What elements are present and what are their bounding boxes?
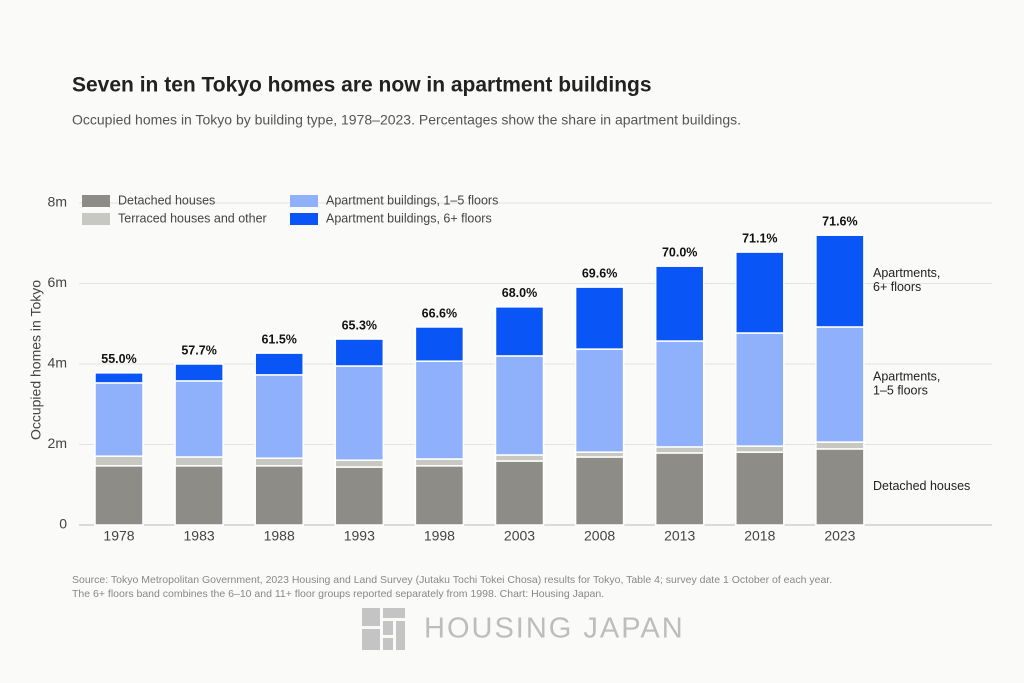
bar-segment: [494, 454, 545, 462]
share-label: 69.6%: [582, 266, 617, 280]
bar-segment: [174, 380, 224, 458]
brand-logo: [362, 608, 405, 650]
y-tick-label: 0: [59, 516, 67, 532]
series-end-label: Apartments, 6+ floors: [873, 266, 940, 294]
end-label-line: Apartments,: [873, 370, 940, 384]
bar-segment: [334, 365, 385, 461]
series-end-label: Detached houses: [873, 479, 970, 493]
bar-segment: [254, 457, 304, 467]
bar-segment: [414, 458, 465, 467]
y-tick-label: 8m: [48, 194, 67, 210]
bar-segment: [414, 326, 465, 362]
source-note: Source: Tokyo Metropolitan Government, 2…: [72, 574, 832, 586]
x-tick-label: 2018: [744, 528, 775, 544]
bar-segment: [94, 382, 144, 457]
bar-segment: [174, 465, 224, 526]
x-tick-label: 1983: [184, 528, 215, 544]
legend-label: Apartment buildings, 6+ floors: [326, 211, 492, 225]
bar-segment: [735, 445, 785, 453]
source-note: The 6+ floors band combines the 6–10 and…: [72, 588, 604, 600]
bar-segment: [334, 338, 385, 367]
bar-segment: [94, 465, 144, 526]
share-label: 66.6%: [422, 306, 457, 320]
bar-segment: [735, 332, 785, 447]
legend-swatch: [290, 195, 318, 207]
chart-title: Seven in ten Tokyo homes are now in apar…: [72, 74, 652, 97]
y-axis-title: Occupied homes in Tokyo: [28, 280, 44, 440]
bar-segment: [735, 251, 785, 334]
bar-segment: [494, 306, 545, 357]
series-end-label: Apartments, 1–5 floors: [873, 370, 940, 398]
x-tick-label: 2013: [664, 528, 695, 544]
bar-segment: [414, 465, 465, 526]
x-tick-label: 2008: [584, 528, 615, 544]
x-tick-label: 1978: [103, 528, 134, 544]
legend-label: Apartment buildings, 1–5 floors: [326, 193, 498, 207]
y-tick-label: 4m: [48, 355, 67, 371]
bar-segment: [815, 448, 865, 526]
legend-swatch: [82, 213, 110, 225]
bar-segment: [574, 456, 625, 526]
bar-segment: [334, 459, 385, 468]
bar-segment: [414, 360, 465, 460]
share-label: 71.1%: [742, 231, 777, 245]
bar-segment: [254, 465, 304, 526]
legend-label: Terraced houses and other: [118, 211, 267, 225]
bar-segment: [174, 456, 224, 467]
share-label: 68.0%: [502, 286, 537, 300]
bar-segment: [574, 348, 625, 453]
bar-segment: [254, 352, 304, 376]
bar-segment: [94, 372, 144, 384]
end-label-line: 1–5 floors: [873, 384, 928, 398]
bar-segment: [574, 286, 625, 350]
share-label: 57.7%: [181, 343, 216, 357]
end-label-line: Apartments,: [873, 266, 940, 280]
share-label: 71.6%: [822, 214, 857, 228]
legend-swatch: [82, 195, 110, 207]
bar-segment: [654, 452, 705, 526]
share-label: 61.5%: [261, 332, 296, 346]
bar-segment: [654, 446, 705, 454]
x-tick-label: 1993: [344, 528, 375, 544]
share-label: 70.0%: [662, 245, 697, 259]
bar-segment: [494, 355, 545, 456]
bar-segment: [815, 234, 865, 328]
bar-segment: [494, 460, 545, 526]
bar-segment: [654, 340, 705, 448]
bar-segment: [94, 455, 144, 467]
end-label-line: 6+ floors: [873, 280, 921, 294]
x-tick-label: 1988: [264, 528, 295, 544]
brand-name: HOUSING JAPAN: [424, 613, 685, 645]
legend-swatch: [290, 213, 318, 225]
y-tick-label: 2m: [48, 435, 67, 451]
bar-segment: [815, 326, 865, 443]
bar-segment: [334, 466, 385, 526]
bar-segment: [735, 451, 785, 526]
end-label-line: Detached houses: [873, 479, 970, 493]
bar-segment: [654, 265, 705, 342]
chart-subtitle: Occupied homes in Tokyo by building type…: [72, 112, 741, 128]
bar-segment: [254, 374, 304, 459]
x-tick-label: 2003: [504, 528, 535, 544]
bar-segment: [815, 441, 865, 450]
y-tick-label: 6m: [48, 274, 67, 290]
share-label: 55.0%: [101, 352, 136, 366]
x-tick-label: 2023: [824, 528, 855, 544]
bar-segment: [174, 363, 224, 382]
legend-label: Detached houses: [118, 193, 215, 207]
share-label: 65.3%: [342, 318, 377, 332]
x-tick-label: 1998: [424, 528, 455, 544]
